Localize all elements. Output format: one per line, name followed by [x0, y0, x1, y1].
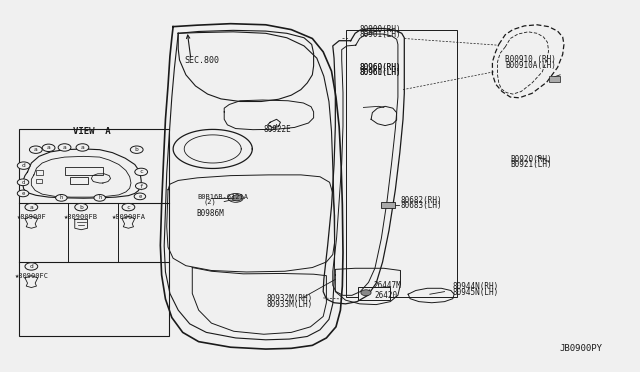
- Circle shape: [131, 146, 143, 153]
- Circle shape: [135, 168, 148, 176]
- Circle shape: [134, 193, 146, 200]
- Text: (2): (2): [204, 198, 216, 205]
- Text: 80961(LH): 80961(LH): [360, 68, 401, 77]
- Text: a: a: [81, 145, 84, 150]
- Text: e: e: [21, 191, 25, 196]
- Circle shape: [25, 263, 38, 270]
- Circle shape: [56, 195, 67, 201]
- Circle shape: [76, 144, 89, 151]
- Text: a: a: [63, 145, 67, 150]
- Text: 80901(LH): 80901(LH): [360, 30, 401, 39]
- Text: b: b: [79, 205, 83, 210]
- Text: a: a: [34, 147, 38, 152]
- Text: f: f: [140, 183, 143, 189]
- Bar: [36, 179, 42, 183]
- Circle shape: [94, 195, 106, 201]
- Text: B0920(RH): B0920(RH): [510, 155, 552, 164]
- Text: 80960(LH): 80960(LH): [360, 68, 401, 77]
- Text: 80944N(RH): 80944N(RH): [453, 282, 499, 291]
- Circle shape: [58, 144, 71, 151]
- Text: b: b: [135, 147, 139, 152]
- Text: 80922E: 80922E: [264, 125, 292, 134]
- Text: 26420: 26420: [375, 291, 398, 300]
- Bar: [381, 202, 396, 208]
- Text: B00910A(LH): B00910A(LH): [505, 61, 556, 70]
- Text: ★80900FC: ★80900FC: [14, 273, 49, 279]
- Text: 80933M(LH): 80933M(LH): [266, 300, 312, 309]
- Bar: [70, 177, 88, 184]
- Bar: [36, 170, 44, 175]
- Text: d: d: [22, 163, 26, 168]
- Text: a: a: [29, 205, 33, 210]
- Circle shape: [42, 144, 55, 151]
- Circle shape: [25, 203, 38, 211]
- Circle shape: [17, 190, 29, 197]
- Text: VIEW  A: VIEW A: [72, 127, 110, 137]
- Text: 80960(RH): 80960(RH): [360, 63, 401, 72]
- Text: SEC.800: SEC.800: [184, 56, 220, 65]
- Text: ★80900FB: ★80900FB: [64, 214, 98, 220]
- Text: c: c: [127, 205, 131, 210]
- Text: B0921(LH): B0921(LH): [510, 160, 552, 169]
- Text: 80960(RH): 80960(RH): [360, 63, 401, 72]
- Text: d: d: [29, 264, 33, 269]
- Text: h: h: [98, 195, 101, 201]
- Circle shape: [361, 290, 371, 296]
- Bar: [548, 76, 560, 82]
- Text: B0986M: B0986M: [196, 208, 224, 218]
- Text: JB0900PY: JB0900PY: [559, 344, 602, 353]
- Text: 80682(RH): 80682(RH): [401, 196, 442, 205]
- Text: ★80900F: ★80900F: [17, 214, 46, 220]
- Text: 80900(RH): 80900(RH): [360, 25, 401, 34]
- Text: 80945N(LH): 80945N(LH): [453, 288, 499, 297]
- Bar: [65, 167, 103, 175]
- Circle shape: [232, 195, 242, 201]
- Text: d: d: [21, 180, 25, 185]
- Circle shape: [75, 203, 88, 211]
- Text: a: a: [47, 145, 51, 150]
- Text: B00910 (RH): B00910 (RH): [505, 55, 556, 64]
- Circle shape: [17, 162, 30, 169]
- Text: 26447M: 26447M: [374, 281, 401, 290]
- Bar: [358, 287, 390, 300]
- Bar: [19, 129, 169, 336]
- Text: ★80900FA: ★80900FA: [111, 214, 145, 220]
- Text: 80683(LH): 80683(LH): [401, 201, 442, 210]
- Text: B0B16B-6121A: B0B16B-6121A: [197, 194, 248, 200]
- Circle shape: [136, 183, 147, 189]
- Text: e: e: [138, 194, 141, 199]
- Circle shape: [29, 146, 42, 153]
- Text: 80932M(RH): 80932M(RH): [266, 295, 312, 304]
- Bar: [346, 31, 458, 297]
- Circle shape: [122, 203, 135, 211]
- Text: h: h: [60, 195, 63, 201]
- Circle shape: [17, 179, 29, 186]
- Text: c: c: [140, 169, 143, 174]
